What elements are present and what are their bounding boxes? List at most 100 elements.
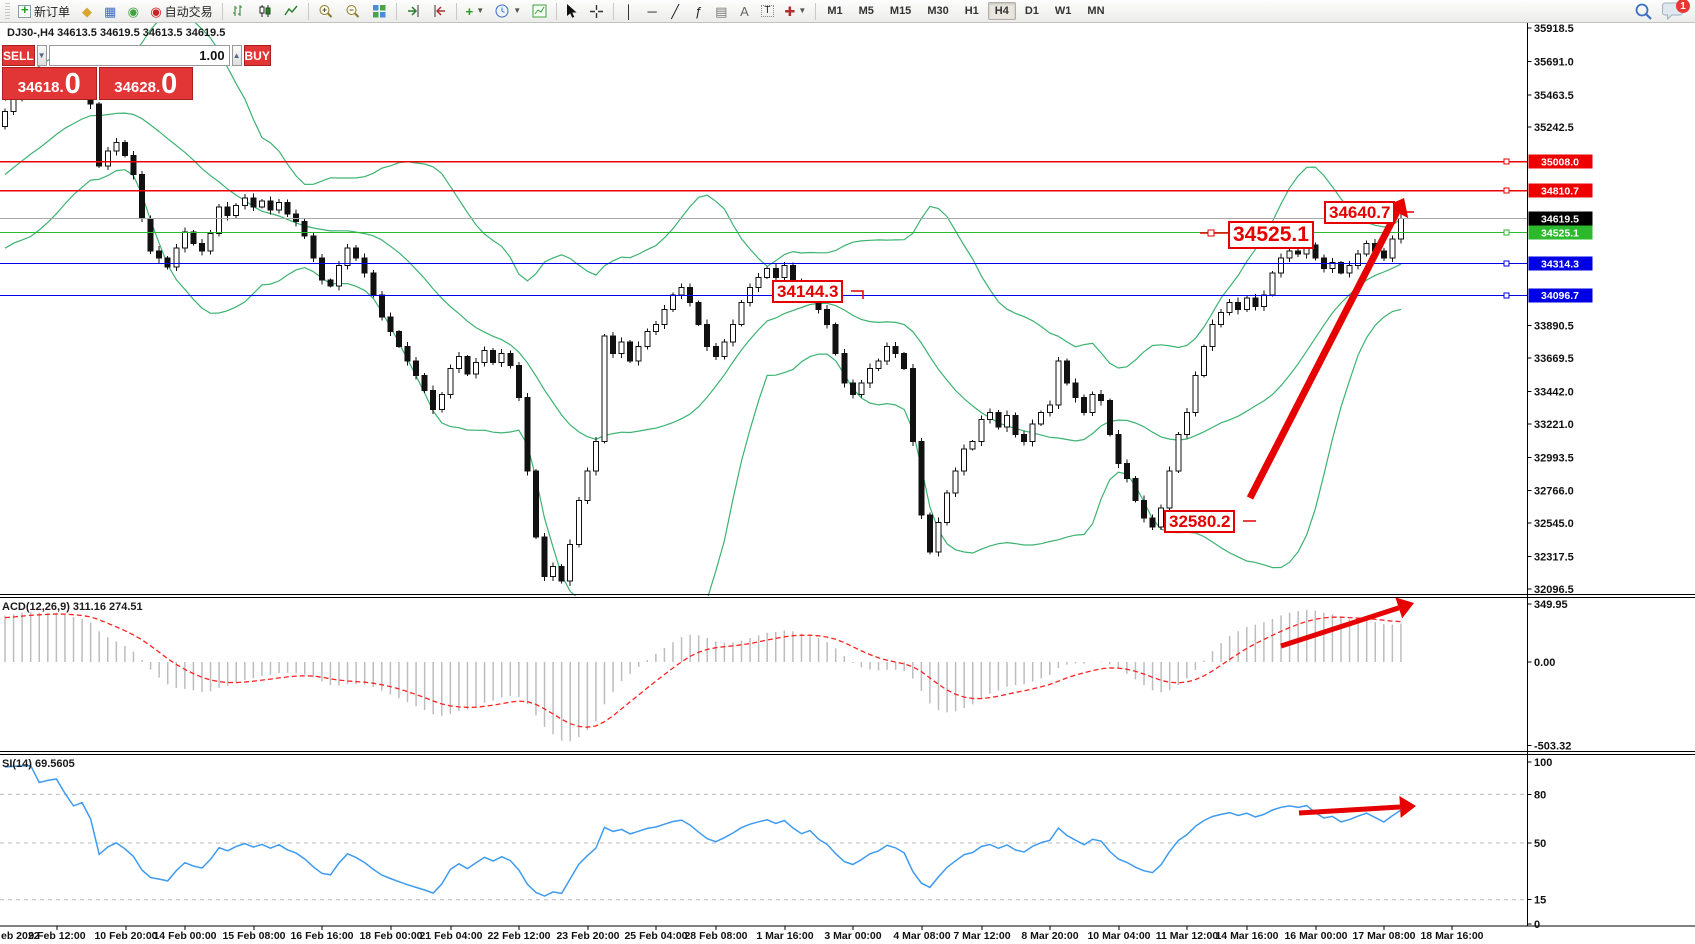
horizontal-price-line[interactable]: 34314.3 [0,256,1593,271]
zoom-in-button[interactable] [313,1,339,21]
svg-text:14 Mar 16:00: 14 Mar 16:00 [1215,930,1278,942]
svg-text:8 Mar 20:00: 8 Mar 20:00 [1021,930,1078,942]
svg-text:-503.32: -503.32 [1534,740,1571,752]
ask-price[interactable]: 34628. 0 [98,67,193,101]
bid-big-digit: 0 [64,68,81,101]
auto-trading-icon: ◉ [150,3,162,19]
chart-window-icon: ▦ [104,3,117,19]
current-price-line[interactable]: 34619.5 [0,211,1593,226]
volume-down-button[interactable]: ▼ [36,45,47,66]
price-annotation[interactable]: 34525.1 [1228,221,1314,249]
timeframe-h1[interactable]: H1 [964,5,979,17]
svg-text:34619.5: 34619.5 [1541,213,1579,225]
arrow-shapes-icon: ✚ [784,3,796,19]
auto-trading-button[interactable]: ◉ 自动交易 [145,1,217,21]
horizontal-line-tool-button[interactable]: ─ [641,1,663,21]
timeframe-mn[interactable]: MN [1087,5,1105,17]
timeframe-m5[interactable]: M5 [858,5,874,17]
timeframe-h4[interactable]: H4 [987,2,1016,20]
main-toolbar: 新订单 ◆ ▦ ◉ ◉ 自动交易 + ▼ ▼ │ ─ ╱ ƒ ▤ A [0,0,1695,23]
svg-text:34525.1: 34525.1 [1541,227,1579,239]
price-annotation[interactable]: 34640.7 [1324,201,1396,225]
svg-text:18 Feb 00:00: 18 Feb 00:00 [359,930,422,942]
svg-text:32096.5: 32096.5 [1534,584,1574,596]
timeframe-m1[interactable]: M1 [827,5,843,17]
zoom-out-button[interactable] [340,1,366,21]
svg-text:28 Feb 08:00: 28 Feb 08:00 [684,930,747,942]
svg-text:23 Feb 20:00: 23 Feb 20:00 [556,930,619,942]
svg-text:0: 0 [1534,919,1540,931]
fibonacci-tool-button[interactable]: ▤ [710,1,732,21]
macd-histogram [4,609,1402,742]
add-indicator-button[interactable]: + ▼ [461,1,490,21]
signals-button[interactable]: ◉ [122,1,144,21]
horizontal-line-icon: ─ [647,3,657,19]
timeframe-w1[interactable]: W1 [1054,5,1072,17]
volume-input[interactable] [48,45,230,66]
candlestick-chart-button[interactable] [253,1,278,21]
deposit-button[interactable]: ◆ [76,1,98,21]
svg-text:33669.5: 33669.5 [1534,353,1574,365]
text-label-icon: T [761,5,774,17]
horizontal-price-line[interactable]: 34096.7 [0,288,1593,303]
timeframe-m15[interactable]: M15 [889,5,912,17]
volume-up-button[interactable]: ▲ [231,45,242,66]
new-order-icon [18,2,31,18]
templates-button[interactable] [527,1,552,21]
one-click-trading-panel: SELL ▼ ▲ BUY 34618.0 34628.0 [2,45,271,101]
toolbar-grip[interactable] [5,3,10,19]
line-chart-icon [284,5,298,16]
horizontal-price-line[interactable]: 34810.7 [0,183,1593,198]
cursor-tool-button[interactable] [561,1,583,21]
dropdown-caret-icon: ▼ [513,6,522,15]
periods-button[interactable]: ▼ [490,1,526,21]
horizontal-price-line[interactable]: 34525.1 [0,225,1593,240]
market-watch-button[interactable]: ▦ [99,1,121,21]
trend-arrow[interactable] [1280,597,1414,649]
trendline-icon: ╱ [671,3,680,19]
arrows-tool-button[interactable]: ✚ ▼ [780,1,812,21]
svg-text:11 Mar 12:00: 11 Mar 12:00 [1156,930,1219,942]
tile-windows-button[interactable] [367,1,392,21]
channel-icon: ƒ [694,3,702,19]
horizontal-price-line[interactable]: 35008.0 [0,154,1593,169]
svg-text:34314.3: 34314.3 [1541,258,1579,270]
crosshair-tool-button[interactable] [584,1,609,21]
equidistant-channel-tool-button[interactable]: ƒ [687,1,709,21]
trendline-tool-button[interactable]: ╱ [664,1,686,21]
text-label-tool-button[interactable]: T [756,1,778,21]
line-chart-button[interactable] [279,1,304,21]
svg-text:9 Feb 12:00: 9 Feb 12:00 [28,930,85,942]
chart-shift-button[interactable] [427,1,452,21]
auto-trading-label: 自动交易 [164,4,213,19]
price-annotation[interactable]: 34144.3 [772,280,844,304]
svg-text:100: 100 [1534,757,1552,769]
svg-text:80: 80 [1534,789,1546,801]
svg-text:18 Mar 16:00: 18 Mar 16:00 [1420,930,1483,942]
timeframe-m30[interactable]: M30 [927,5,949,17]
candles [2,67,1404,586]
chat-badge: 1 [1676,0,1690,13]
ask-big-digit: 0 [161,68,178,101]
macd-signal-line [4,613,1401,728]
bid-price[interactable]: 34618. 0 [2,67,97,100]
fibonacci-icon: ▤ [715,3,728,19]
chat-button[interactable]: 1 [1662,0,1690,21]
sell-button[interactable]: SELL [2,45,35,66]
timeframe-d1[interactable]: D1 [1024,5,1039,17]
svg-text:eb 2022: eb 2022 [1,930,40,942]
new-order-label: 新订单 [34,4,71,19]
auto-scroll-icon [407,5,419,17]
vertical-line-tool-button[interactable]: │ [618,1,640,21]
new-order-button[interactable]: 新订单 [13,1,75,21]
price-annotation[interactable]: 32580.2 [1164,510,1236,534]
trend-arrow[interactable] [1298,795,1416,818]
auto-scroll-button[interactable] [401,1,426,21]
bar-chart-button[interactable] [227,1,252,21]
search-icon[interactable] [1634,2,1654,21]
buy-button[interactable]: BUY [243,45,271,66]
text-tool-button[interactable]: A [733,1,755,21]
trend-arrow[interactable] [1246,198,1409,500]
